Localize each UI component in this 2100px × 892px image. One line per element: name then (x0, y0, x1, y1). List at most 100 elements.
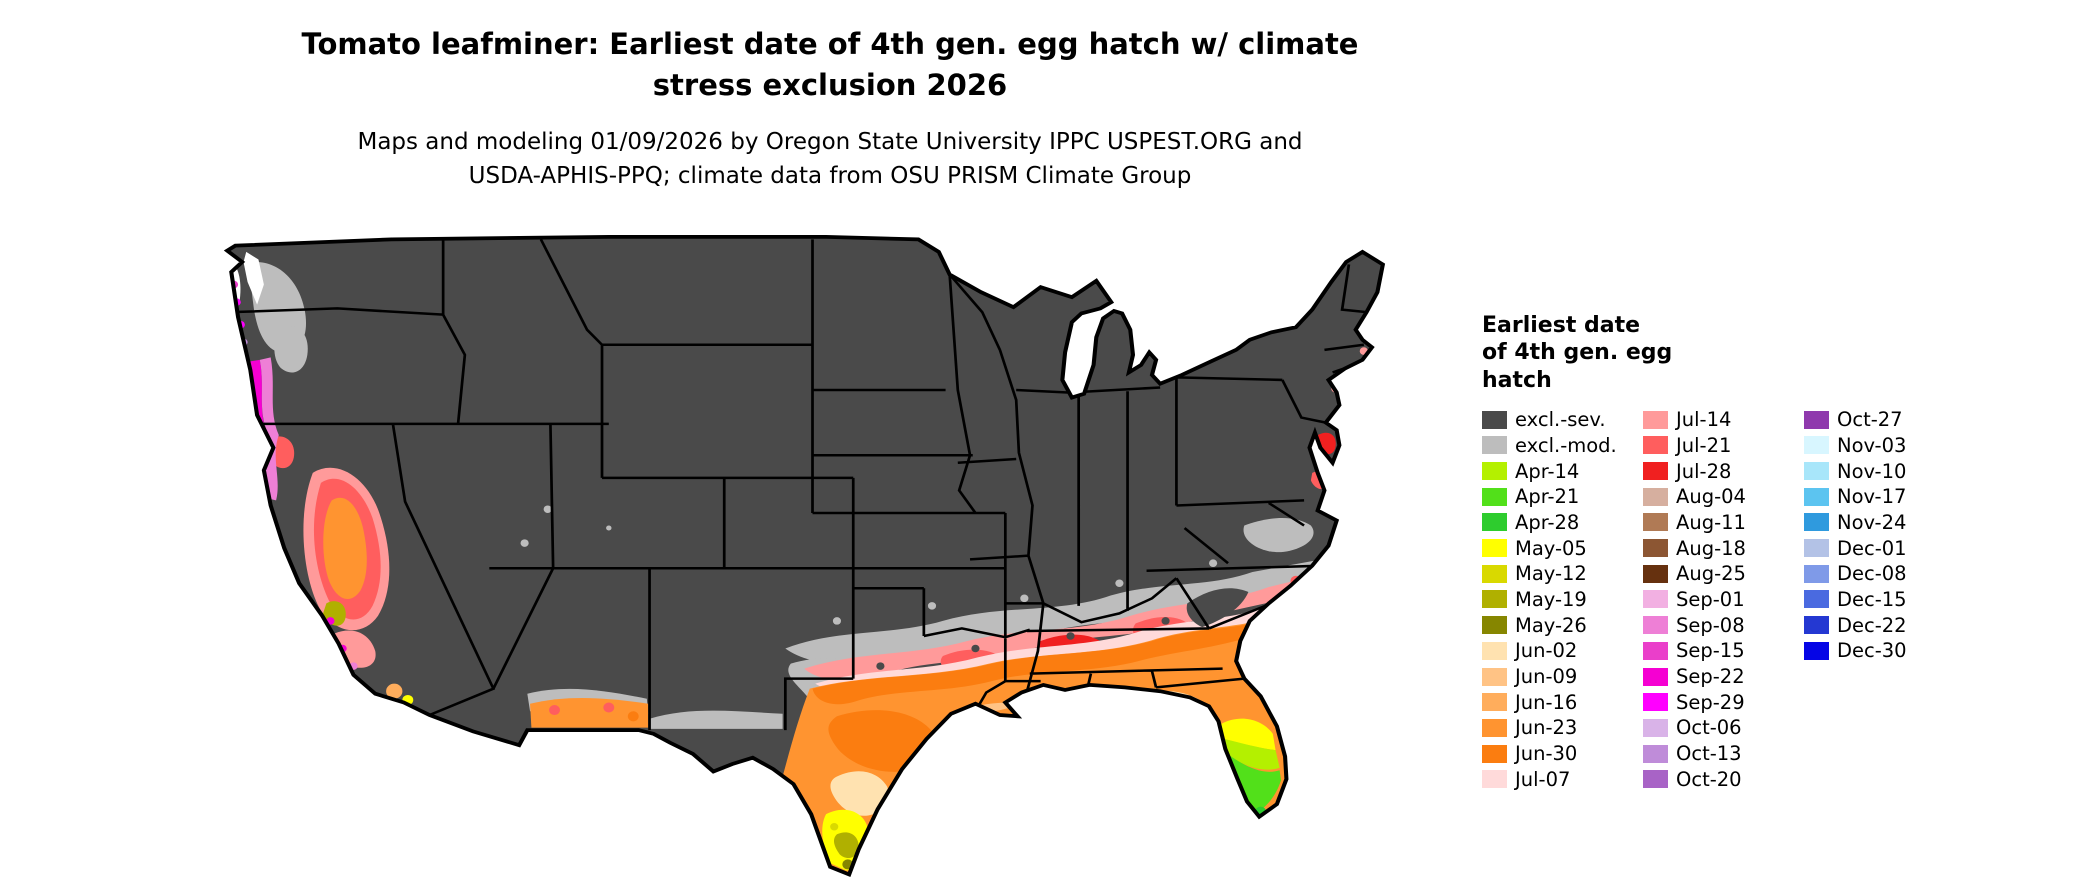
region-moderate-nv-dot1 (543, 505, 552, 513)
legend-label: Aug-04 (1676, 485, 1746, 509)
state-border-lines (231, 238, 1367, 731)
legend-label: Jul-14 (1676, 408, 1732, 432)
legend-column-3: Oct-27 Nov-03 Nov-10 Nov-17 Nov-24 Dec-01 Dec-… (1804, 407, 1965, 792)
region-midatlantic-moderate (1243, 517, 1314, 553)
legend-title-line-3: hatch (1482, 367, 1552, 393)
legend-item: Oct-13 (1643, 741, 1804, 767)
header: Tomato leafminer: Earliest date of 4th g… (130, 24, 1530, 193)
legend-item: Sep-15 (1643, 638, 1804, 664)
legend-swatch (1482, 410, 1507, 429)
legend-label: Jun-02 (1515, 639, 1578, 663)
legend-label: Jun-09 (1515, 665, 1578, 689)
legend-swatch (1804, 641, 1829, 660)
region-jun30-az-dot (627, 711, 639, 722)
legend-label: Dec-15 (1837, 587, 1907, 611)
legend-label: Jun-23 (1515, 716, 1578, 740)
legend-swatch (1804, 616, 1829, 635)
legend-item: Dec-15 (1804, 587, 1965, 613)
us-outline (223, 234, 1386, 877)
legend-label: Jul-07 (1515, 767, 1571, 791)
legend-swatch (1482, 744, 1507, 763)
legend-label: Oct-20 (1676, 767, 1742, 791)
legend-swatch (1643, 616, 1668, 635)
legend-item: Aug-18 (1643, 535, 1804, 561)
legend-swatch (1482, 564, 1507, 583)
legend-item: Sep-22 (1643, 664, 1804, 690)
legend-label: Sep-22 (1676, 665, 1745, 689)
page-title-line-2: stress exclusion 2026 (652, 67, 1008, 102)
legend-label: Oct-13 (1676, 742, 1742, 766)
us-map-svg (223, 234, 1386, 877)
region-sep08-coast (259, 357, 279, 501)
legend-column-2: Jul-14 Jul-21 Jul-28 Aug-04 Aug-11 Aug-18 Aug-… (1643, 407, 1804, 792)
speckle-7 (971, 644, 980, 653)
legend-columns: excl.-sev. excl.-mod. Apr-14 Apr-21 Apr-28 Ma… (1482, 407, 2002, 792)
legend-label: Sep-08 (1676, 613, 1745, 637)
legend-swatch (1482, 718, 1507, 737)
legend-swatch (1482, 487, 1507, 506)
legend-label: Dec-01 (1837, 536, 1907, 560)
speckle-2 (927, 602, 937, 610)
speckle-6 (876, 662, 885, 670)
legend-swatch (1643, 693, 1668, 712)
region-jun02-stx (830, 771, 889, 816)
legend-label: Oct-06 (1676, 716, 1742, 740)
legend-label: Jul-28 (1676, 459, 1732, 483)
legend-swatch (1643, 718, 1668, 737)
legend-item: Jun-16 (1482, 689, 1643, 715)
legend-swatch (1482, 667, 1507, 686)
legend-swatch (1643, 744, 1668, 763)
legend-label: Aug-18 (1676, 536, 1746, 560)
legend-label: Nov-24 (1837, 510, 1907, 534)
legend-column-1: excl.-sev. excl.-mod. Apr-14 Apr-21 Apr-28 Ma… (1482, 407, 1643, 792)
region-may05-fl (1221, 718, 1276, 751)
legend-swatch (1643, 436, 1668, 455)
speckle-5 (1209, 559, 1218, 567)
legend-item: Nov-10 (1804, 458, 1965, 484)
legend-item: Jun-02 (1482, 638, 1643, 664)
region-puget-sound (243, 251, 264, 305)
legend-label: Apr-14 (1515, 459, 1580, 483)
region-jul21-az-dot1 (549, 704, 560, 716)
legend-swatch (1804, 436, 1829, 455)
legend-swatch (1482, 462, 1507, 481)
legend-label: May-12 (1515, 562, 1587, 586)
legend-title-line-1: Earliest date (1482, 313, 1641, 338)
region-may19-stx (833, 832, 859, 858)
legend-item: May-05 (1482, 535, 1643, 561)
us-map (215, 208, 1410, 892)
subtitle: Maps and modeling 01/09/2026 by Oregon S… (130, 125, 1530, 193)
legend-item: Dec-22 (1804, 612, 1965, 638)
legend-item: Aug-25 (1643, 561, 1804, 587)
legend-label: May-26 (1515, 613, 1587, 637)
legend-item: excl.-sev. (1482, 407, 1643, 433)
region-apr14-fl (1223, 738, 1280, 770)
legend-item: Jul-07 (1482, 766, 1643, 792)
legend: Earliest date of 4th gen. egg hatch excl… (1482, 312, 2002, 792)
region-jul07-carolina (1272, 599, 1313, 627)
legend-label: May-05 (1515, 536, 1587, 560)
legend-swatch (1804, 487, 1829, 506)
region-nm-moderate-strip (649, 710, 783, 729)
legend-swatch (1482, 513, 1507, 532)
legend-title-line-2: of 4th gen. egg (1482, 340, 1673, 366)
legend-swatch (1482, 693, 1507, 712)
page-title-line-1: Tomato leafminer: Earliest date of 4th g… (301, 27, 1359, 61)
legend-label: Nov-17 (1837, 485, 1907, 509)
legend-item: Apr-21 (1482, 484, 1643, 510)
legend-label: excl.-sev. (1515, 408, 1606, 432)
region-jul21-az-dot2 (603, 702, 615, 713)
legend-swatch (1804, 410, 1829, 429)
legend-swatch (1482, 590, 1507, 609)
legend-label: Sep-01 (1676, 587, 1745, 611)
legend-item: Aug-11 (1643, 510, 1804, 536)
legend-label: Nov-03 (1837, 433, 1907, 457)
subtitle-line-2: USDA-APHIS-PPQ; climate data from OSU PR… (468, 163, 1192, 190)
legend-swatch (1643, 564, 1668, 583)
legend-item: Nov-24 (1804, 510, 1965, 536)
legend-swatch (1482, 770, 1507, 789)
legend-label: Jun-30 (1515, 742, 1578, 766)
legend-item: Dec-30 (1804, 638, 1965, 664)
speckle-1 (832, 617, 842, 625)
region-moderate-nv-dot2 (520, 539, 529, 547)
